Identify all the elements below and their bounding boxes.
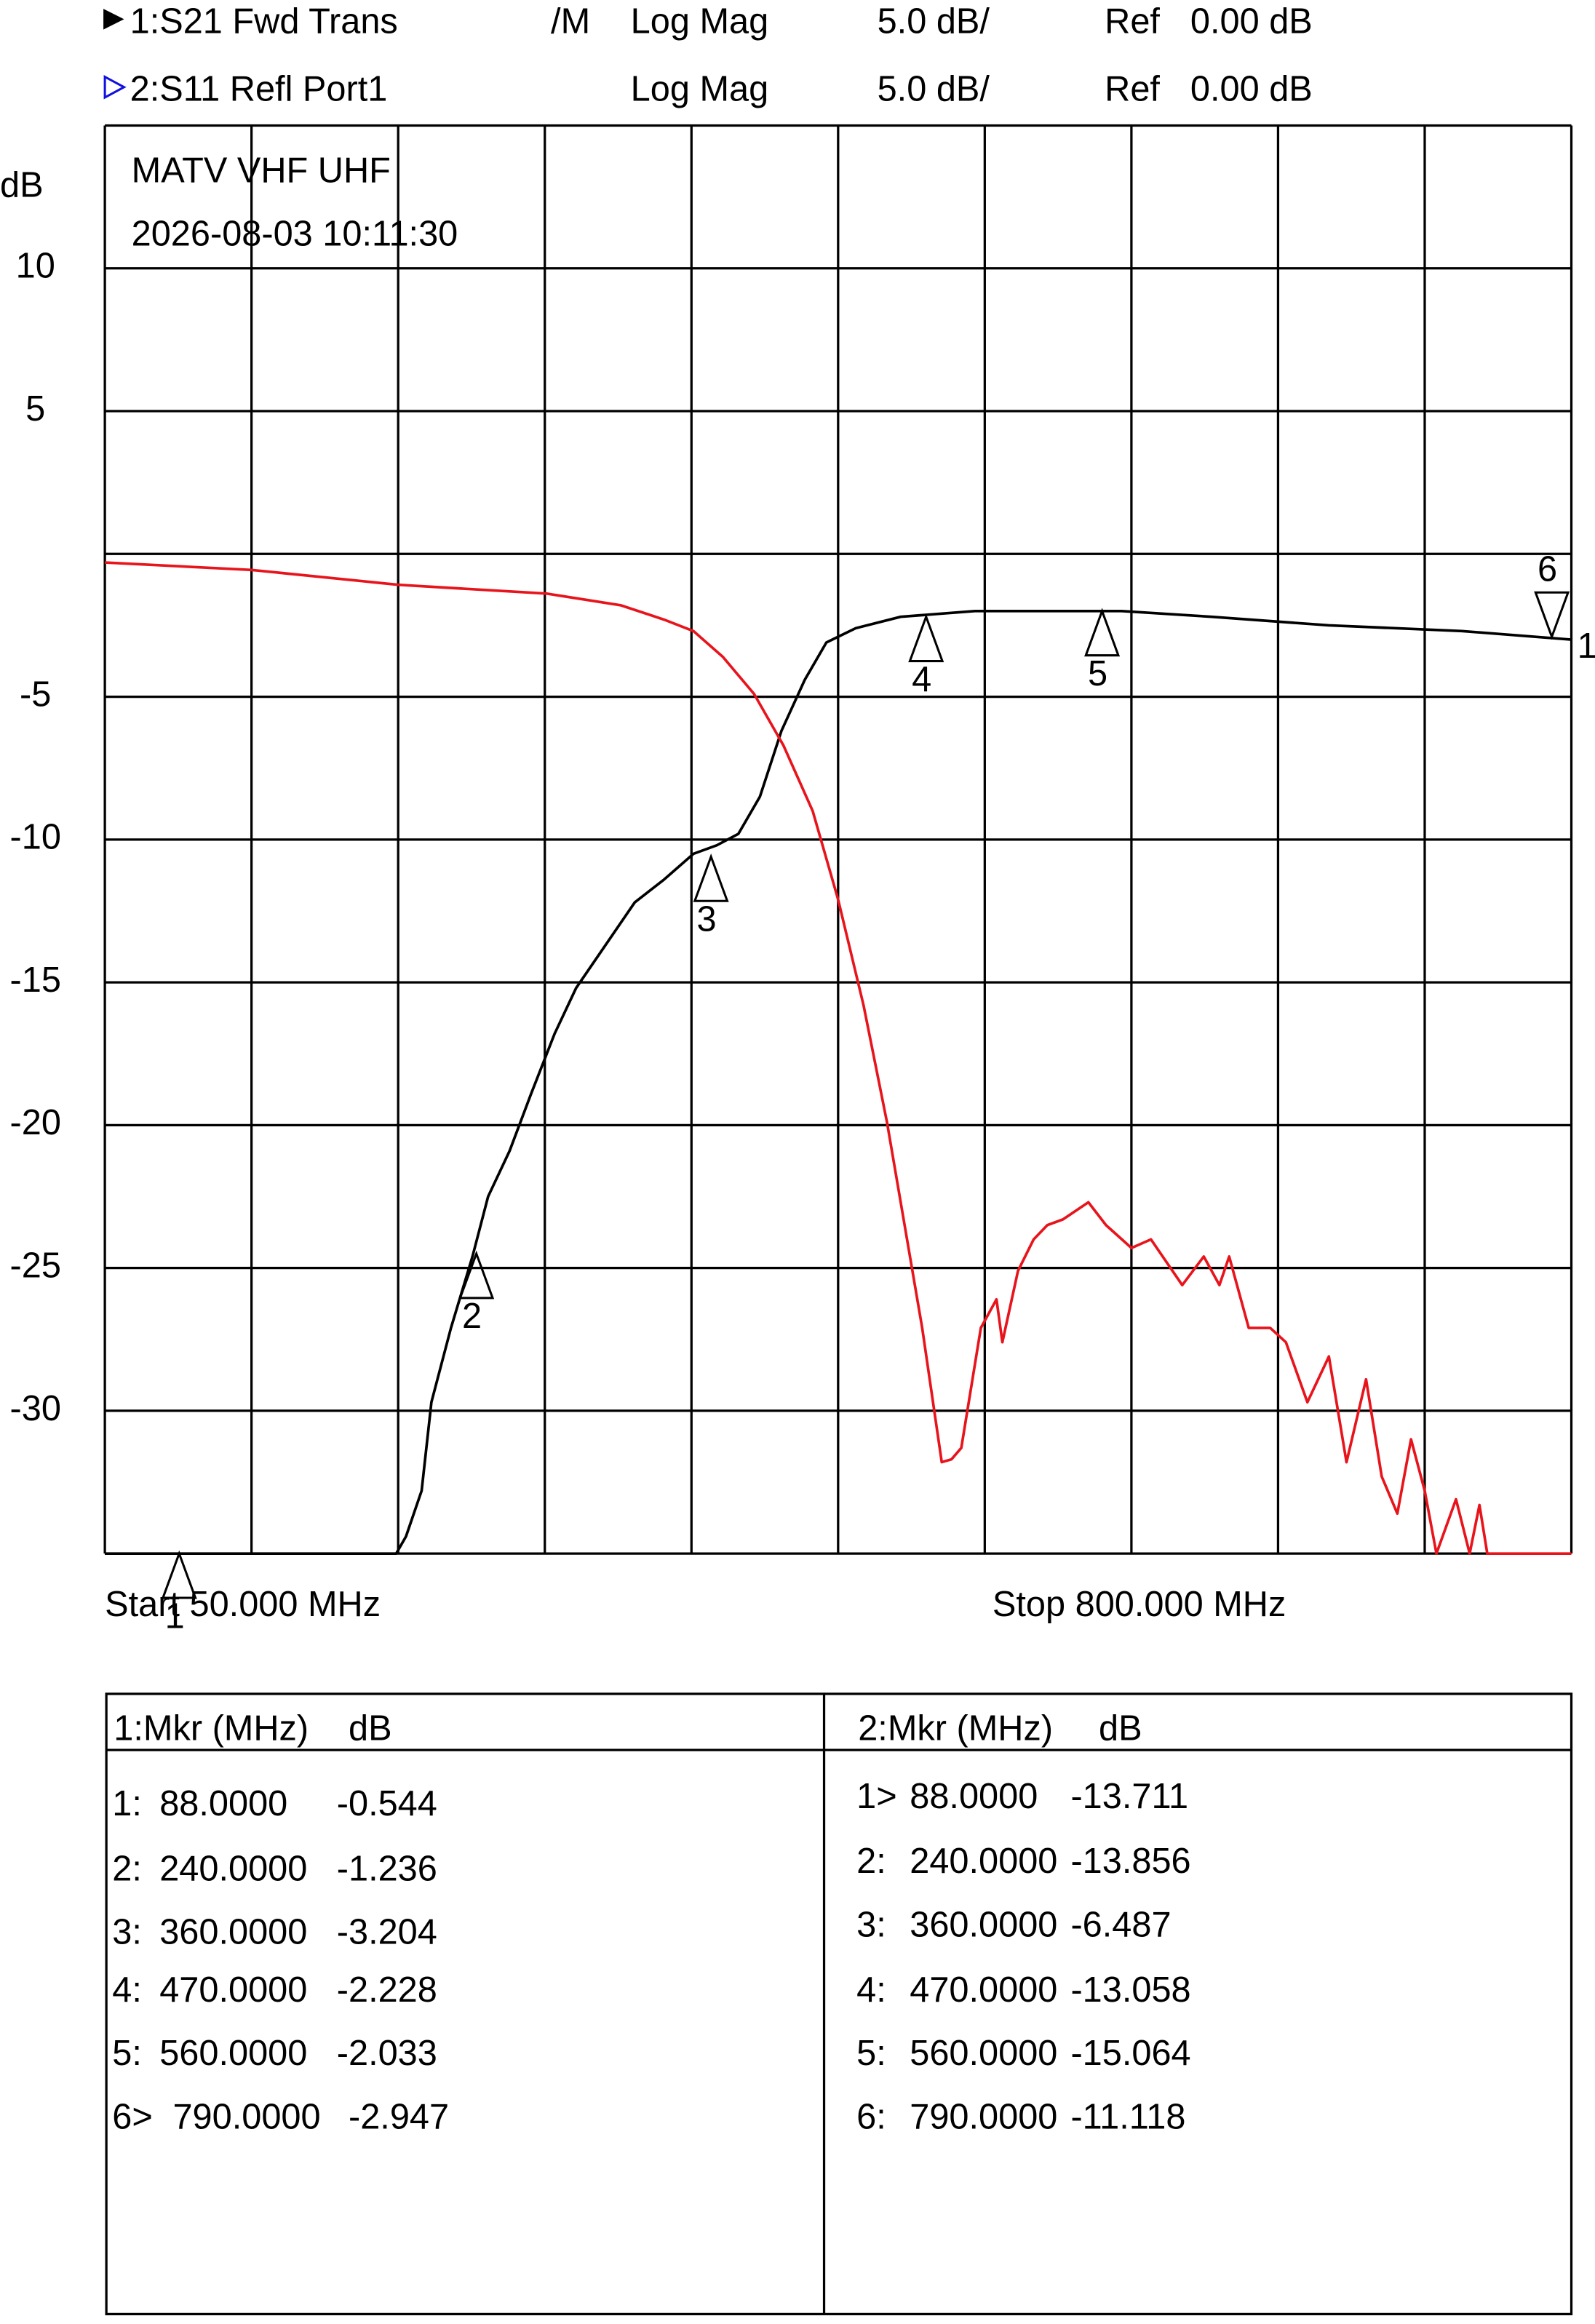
marker-label: 6: [1538, 550, 1557, 589]
table-frequency: 88.0000: [159, 1784, 287, 1823]
y-tick-label: -20: [10, 1103, 61, 1142]
y-tick-label: -25: [10, 1246, 61, 1285]
chart-subtitle: 2026-08-03 10:11:30: [132, 215, 458, 254]
table-value: -13.856: [1070, 1842, 1190, 1881]
table-marker: 5:: [112, 2034, 142, 2073]
y-tick-label: 10: [16, 247, 55, 286]
y-tick-label: 5: [25, 389, 45, 429]
y-axis-label: dB: [0, 166, 44, 205]
table-value: -13.058: [1070, 1970, 1190, 2010]
table-frequency: 240.0000: [910, 1842, 1057, 1881]
marker: [1084, 608, 1121, 657]
trace-ref-label: Ref: [1105, 70, 1160, 109]
table-marker: 6>: [112, 2097, 153, 2136]
table-value: -3.204: [337, 1913, 437, 1952]
x-stop-label: Stop 800.000 MHz: [993, 1585, 1286, 1624]
trace-flag: /M: [551, 1, 590, 41]
table-marker: 1>: [856, 1777, 897, 1816]
table-marker: 3:: [856, 1906, 886, 1945]
table-marker: 5:: [856, 2034, 886, 2073]
trace-name: 1:S21 Fwd Trans: [130, 1, 398, 41]
marker-label: 4: [912, 660, 931, 699]
table-frequency: 560.0000: [910, 2034, 1057, 2073]
table-value: -2.947: [349, 2097, 449, 2136]
table-value: -13.711: [1070, 1777, 1188, 1816]
y-tick-label: -15: [10, 960, 61, 1000]
table-frequency: 470.0000: [910, 1970, 1057, 2010]
marker-label: 1: [165, 1596, 185, 1636]
table-frequency: 240.0000: [159, 1849, 307, 1888]
table-value: -0.544: [337, 1784, 437, 1823]
table-marker: 2:: [856, 1842, 886, 1881]
table-value: -11.118: [1070, 2097, 1185, 2136]
trace-ref: 0.00 dB: [1190, 70, 1313, 109]
table-value: -2.033: [337, 2034, 437, 2073]
y-tick-label: -10: [10, 818, 61, 857]
table-frequency: 560.0000: [159, 2034, 307, 2073]
trace-format: Log Mag: [631, 70, 769, 109]
marker: [161, 1550, 197, 1599]
marker: [458, 1250, 495, 1300]
marker: [908, 613, 944, 663]
chart-title: MATV VHF UHF: [132, 151, 391, 190]
table-value: -15.064: [1070, 2034, 1190, 2073]
y-tick-label: -5: [20, 674, 51, 714]
table-value: -1.236: [337, 1849, 437, 1888]
trace-ref: 0.00 dB: [1190, 1, 1313, 41]
table-marker: 2:: [112, 1849, 142, 1888]
table-value: -2.228: [337, 1970, 437, 2010]
x-start-label: Start 50.000 MHz: [105, 1585, 381, 1624]
trace-scale: 5.0 dB/: [878, 1, 990, 41]
table-header: 1:Mkr (MHz): [114, 1709, 309, 1748]
table-frequency: 360.0000: [910, 1906, 1057, 1945]
marker: [693, 853, 729, 902]
table-header: 2:Mkr (MHz): [858, 1709, 1053, 1748]
marker-label: 2: [462, 1297, 482, 1336]
trace-format: Log Mag: [631, 1, 769, 41]
table-value: -6.487: [1070, 1906, 1171, 1945]
trace-scale: 5.0 dB/: [878, 70, 990, 109]
table-marker: 6:: [856, 2097, 886, 2136]
table-frequency: 360.0000: [159, 1913, 307, 1952]
trace-line: [105, 561, 1572, 1555]
marker-label: 5: [1088, 654, 1107, 693]
trace-end-label: 1: [1578, 626, 1595, 666]
table-frequency: 790.0000: [172, 2097, 320, 2136]
table-marker: 4:: [856, 1970, 886, 2010]
trace-ref-label: Ref: [1105, 1, 1160, 41]
table-marker: 3:: [112, 1913, 142, 1952]
table-header: dB: [1099, 1709, 1142, 1748]
table-frequency: 470.0000: [159, 1970, 307, 2010]
y-tick-label: -30: [10, 1389, 61, 1428]
trace-2-icon: [103, 74, 127, 100]
table-frequency: 790.0000: [910, 2097, 1057, 2136]
marker-label: 3: [697, 900, 717, 939]
table-marker: 1:: [112, 1784, 142, 1823]
marker: [1534, 591, 1570, 640]
table-marker: 4:: [112, 1970, 142, 2010]
trace-line: [105, 609, 1572, 1555]
marker-table-frame: [105, 1692, 1573, 2316]
table-header: dB: [349, 1709, 392, 1748]
trace-1-icon: [103, 9, 124, 30]
table-frequency: 88.0000: [910, 1777, 1038, 1816]
trace-name: 2:S11 Refl Port1: [130, 70, 388, 109]
